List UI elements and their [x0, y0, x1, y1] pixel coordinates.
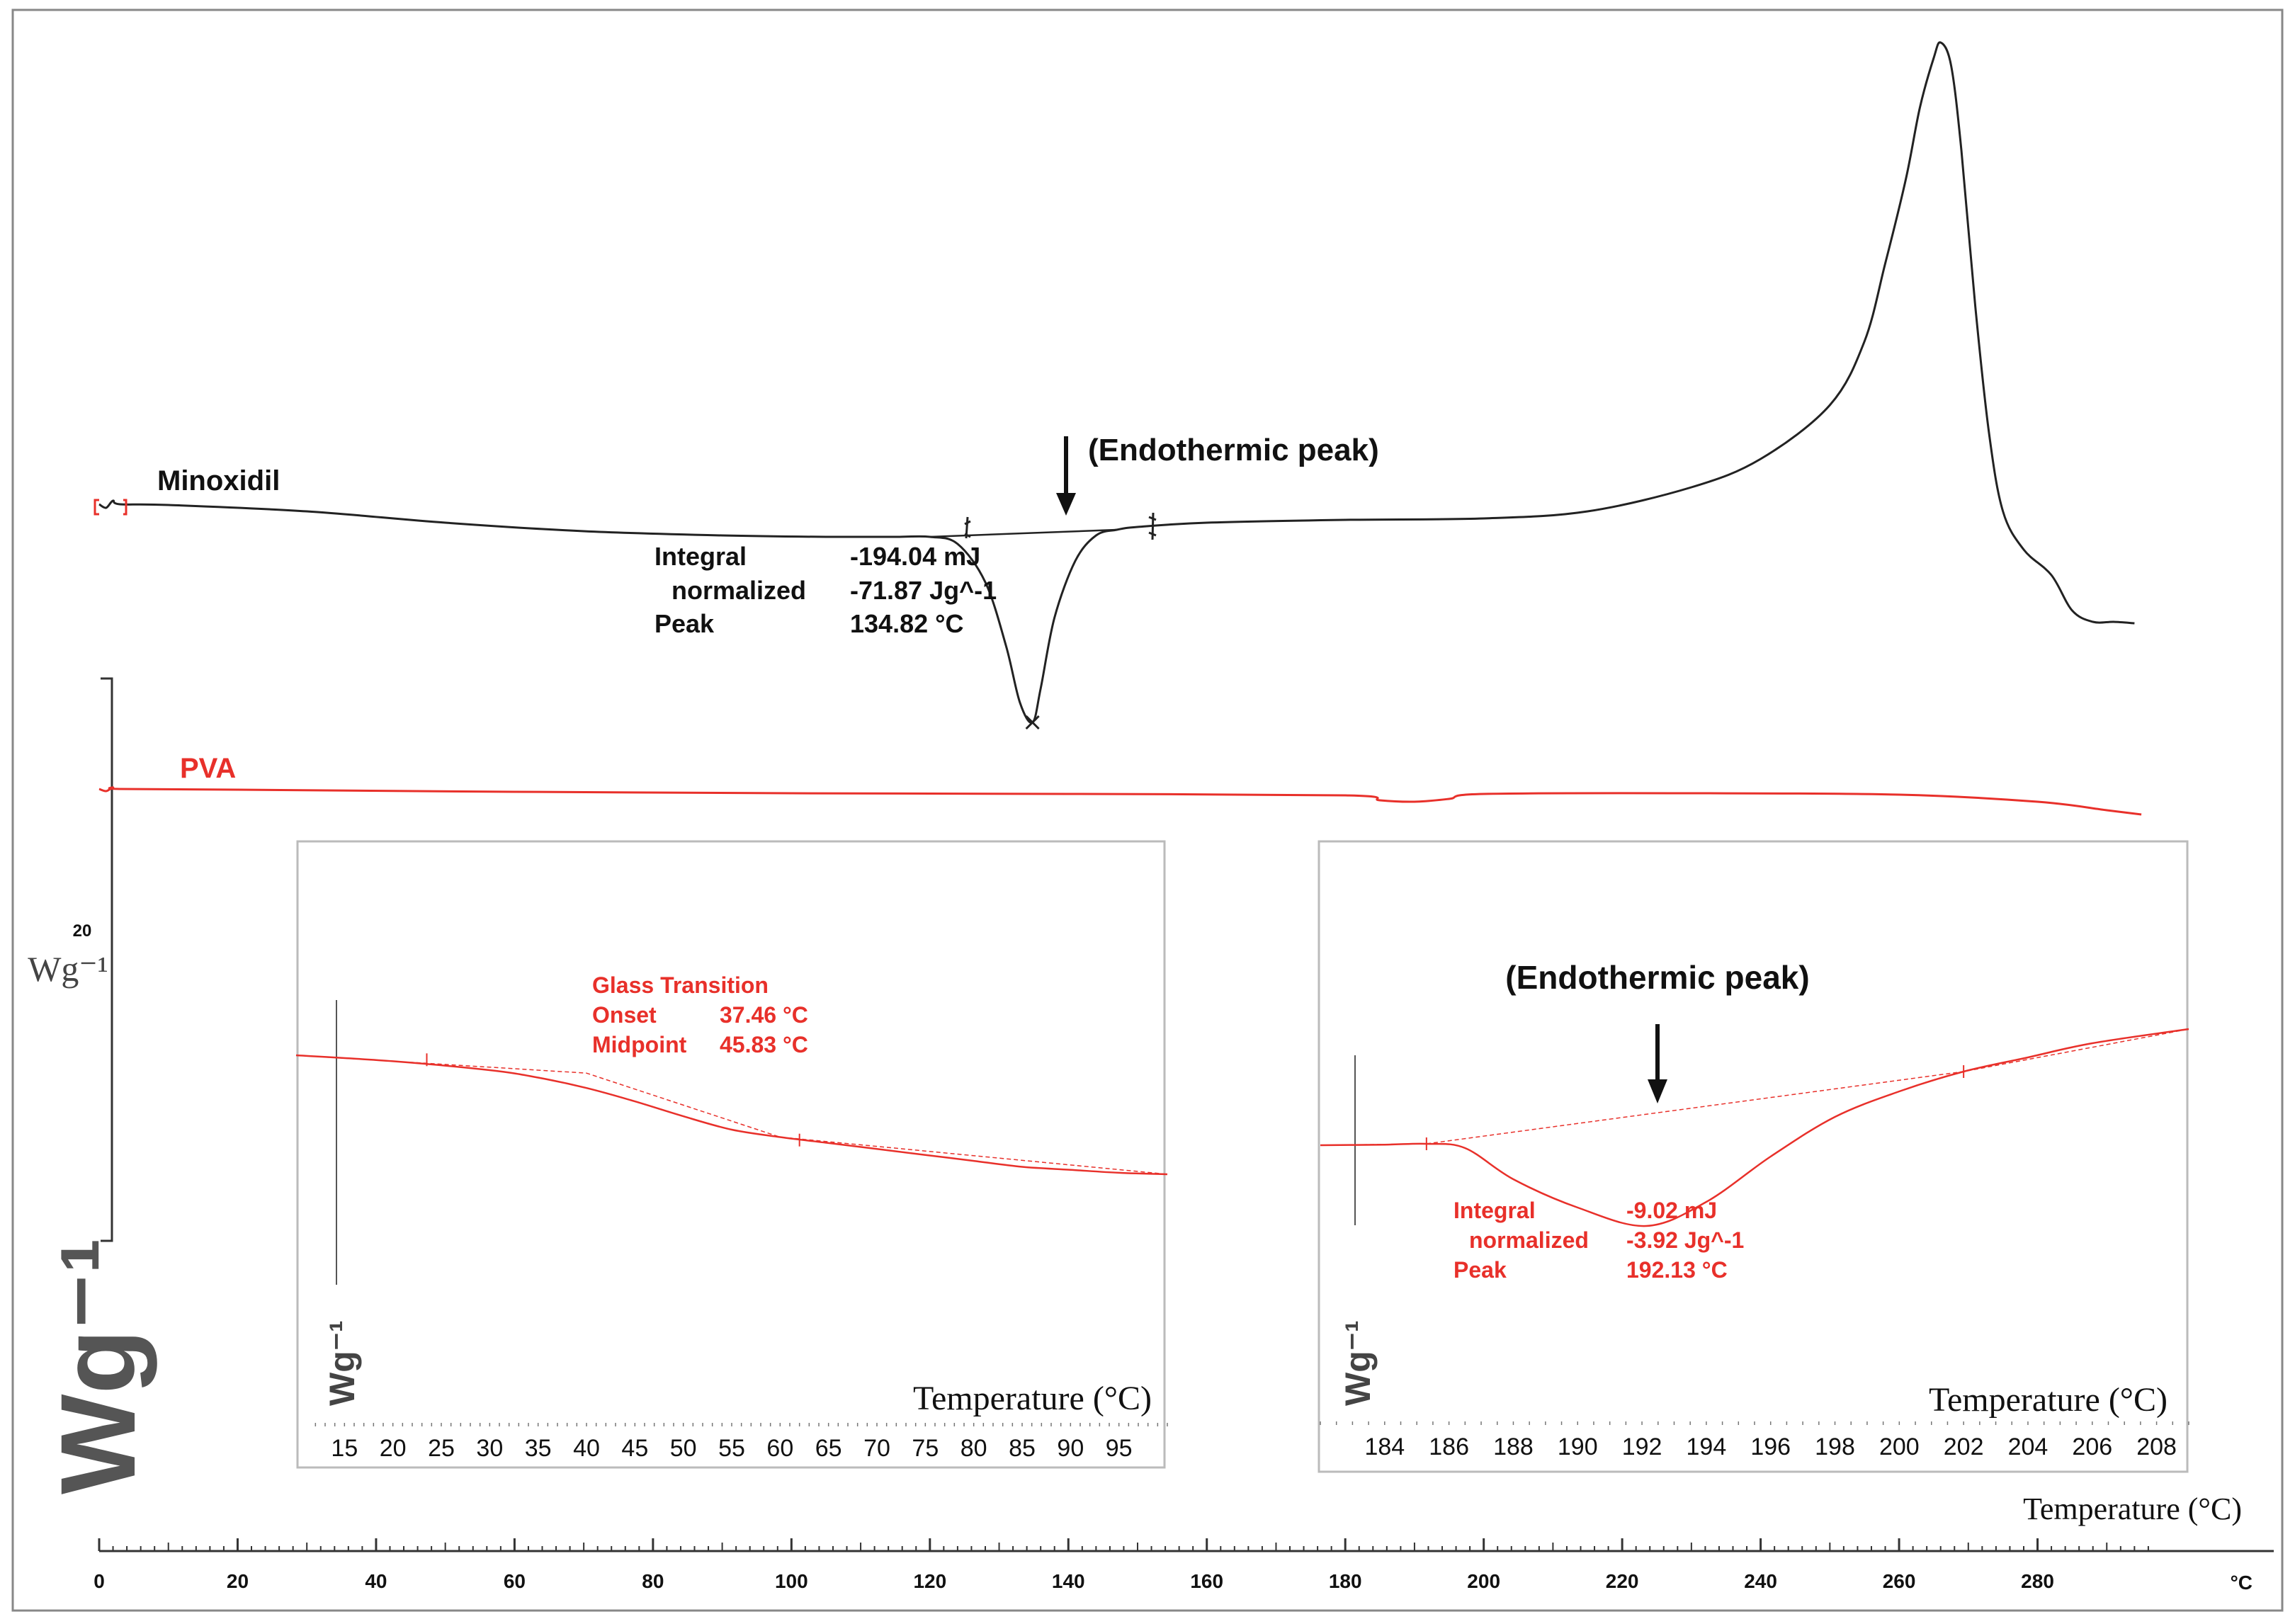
main-x-tick-label: 80	[642, 1570, 664, 1592]
inset2-markers	[1425, 1065, 1965, 1150]
main-y-axis-label: Wg⁻¹	[38, 1238, 157, 1494]
inset2-normalized-label: normalized	[1469, 1227, 1589, 1253]
y-scale-bar-value: 20	[73, 921, 92, 941]
minoxidil-peak-marker	[1025, 715, 1040, 730]
inset-x-tick-label: 194	[1687, 1433, 1727, 1460]
main-x-tick-label: 200	[1467, 1570, 1500, 1592]
minoxidil-integration-baseline	[929, 528, 1117, 538]
inset2-peak-label: Peak	[1454, 1257, 1507, 1283]
normalized-label: normalized	[672, 576, 806, 605]
inset2-normalized-value: -3.92 Jg^-1	[1626, 1227, 1744, 1253]
main-x-tick-label: 180	[1329, 1570, 1362, 1592]
inset1-pva-line	[295, 1054, 1168, 1176]
inset-x-tick-label: 184	[1364, 1433, 1405, 1460]
glass-transition-title: Glass Transition	[592, 972, 769, 998]
inset-x-tick-label: 20	[380, 1435, 407, 1462]
inset-x-tick-label: 208	[2136, 1433, 2177, 1460]
inset2-pva-line	[1320, 1028, 2189, 1227]
inset2-x-axis: 184 186 188 190 192 194 196 198 200 202 204 206 208	[1320, 1421, 2189, 1460]
inset-x-tick-label: 186	[1429, 1433, 1469, 1460]
y-scale-bar-unit: Wg⁻¹	[28, 949, 108, 989]
inset-x-tick-label: 95	[1106, 1435, 1133, 1462]
endothermic-label: (Endothermic peak)	[1088, 433, 1379, 467]
inset1-markers	[426, 1053, 800, 1147]
inset2-peak-value: 192.13 °C	[1626, 1257, 1728, 1283]
inset-x-tick-label: 90	[1057, 1435, 1084, 1462]
main-x-tick-label: 220	[1606, 1570, 1639, 1592]
inset-x-tick-label: 30	[476, 1435, 503, 1462]
inset-x-tick-label: 55	[718, 1435, 745, 1462]
main-x-tick-label: 40	[365, 1570, 387, 1592]
inset-x-tick-label: 202	[1944, 1433, 1984, 1460]
inset-x-tick-label: 188	[1493, 1433, 1534, 1460]
inset-x-tick-label: 15	[331, 1435, 358, 1462]
main-x-unit: °C	[2231, 1572, 2252, 1594]
inset-x-tick-label: 65	[815, 1435, 842, 1462]
minoxidil-series-line	[98, 41, 2135, 724]
main-x-tick-label: 100	[775, 1570, 808, 1592]
inset2-x-axis-label: Temperature (°C)	[1929, 1381, 2168, 1419]
integral-value: -194.04 mJ	[850, 542, 980, 571]
inset-x-tick-label: 75	[912, 1435, 939, 1462]
inset-x-tick-label: 85	[1009, 1435, 1036, 1462]
main-x-axis-label: Temperature (°C)	[2023, 1492, 2242, 1526]
main-x-tick-label: 60	[504, 1570, 526, 1592]
inset2-integral-label: Integral	[1454, 1198, 1536, 1223]
midpoint-label: Midpoint	[592, 1032, 687, 1057]
inset-x-tick-label: 192	[1622, 1433, 1662, 1460]
inset2-baseline	[1320, 1028, 2189, 1146]
inset-x-tick-label: 70	[863, 1435, 890, 1462]
inset-x-tick-label: 190	[1558, 1433, 1598, 1460]
inset1-y-axis-label: Wg⁻¹	[322, 1320, 362, 1406]
onset-value: 37.46 °C	[720, 1002, 808, 1028]
inset-x-tick-label: 40	[573, 1435, 600, 1462]
inset2-endothermic-arrow	[1648, 1024, 1667, 1103]
onset-label: Onset	[592, 1002, 657, 1028]
inset-x-tick-label: 204	[2008, 1433, 2048, 1460]
inset-x-tick-label: 80	[960, 1435, 987, 1462]
inset-x-tick-label: 206	[2072, 1433, 2112, 1460]
inset2-endothermic-label: (Endothermic peak)	[1505, 959, 1809, 996]
main-x-tick-label: 120	[913, 1570, 946, 1592]
peak-value: 134.82 °C	[850, 609, 964, 638]
integration-limit-markers	[94, 499, 1157, 540]
inset1-x-axis-label: Temperature (°C)	[913, 1380, 1152, 1417]
midpoint-value: 45.83 °C	[720, 1032, 808, 1057]
main-x-tick-label: 280	[2021, 1570, 2054, 1592]
main-x-axis: 0 20 40 60 80 100 120 140 160 180 200 220 240 260 280	[94, 1538, 2274, 1592]
main-x-tick-label: 240	[1744, 1570, 1777, 1592]
inset1-baseline	[295, 1055, 1168, 1175]
main-x-tick-label: 260	[1883, 1570, 1916, 1592]
inset-x-tick-label: 25	[428, 1435, 455, 1462]
minoxidil-series-label: Minoxidil	[157, 465, 280, 496]
inset-x-tick-label: 45	[621, 1435, 648, 1462]
inset2-y-axis-label: Wg⁻¹	[1338, 1320, 1378, 1406]
inset-glass-transition: 15 20 25 30 35 40 45 50 55 60 65 70 75 80 85 90 95 Tempe…	[295, 840, 1168, 1469]
inset-x-tick-label: 196	[1750, 1433, 1791, 1460]
pva-series-line	[98, 786, 2142, 816]
peak-cross-stroke	[1025, 715, 1040, 730]
inset-x-tick-label: 198	[1815, 1433, 1855, 1460]
pva-series-label: PVA	[180, 753, 236, 784]
y-scale-bar	[101, 677, 113, 1242]
main-x-tick-label: 20	[227, 1570, 249, 1592]
inset-endothermic: 184 186 188 190 192 194 196 198 200 202 204 206 208 …	[1318, 840, 2189, 1473]
inset1-x-axis: 15 20 25 30 35 40 45 50 55 60 65 70 75 80 85 90 95	[314, 1423, 1168, 1462]
main-x-tick-label: 140	[1052, 1570, 1085, 1592]
endothermic-arrow	[1056, 436, 1076, 516]
inset-x-tick-label: 50	[670, 1435, 697, 1462]
main-x-tick-label: 160	[1190, 1570, 1223, 1592]
integral-label: Integral	[654, 542, 747, 571]
inset2-integral-value: -9.02 mJ	[1626, 1198, 1717, 1223]
main-x-tick-label: 0	[94, 1570, 105, 1592]
inset-x-tick-label: 35	[525, 1435, 552, 1462]
inset-x-tick-label: 60	[766, 1435, 793, 1462]
peak-label: Peak	[654, 609, 715, 638]
inset-x-tick-label: 200	[1879, 1433, 1920, 1460]
normalized-value: -71.87 Jg^-1	[850, 576, 997, 605]
